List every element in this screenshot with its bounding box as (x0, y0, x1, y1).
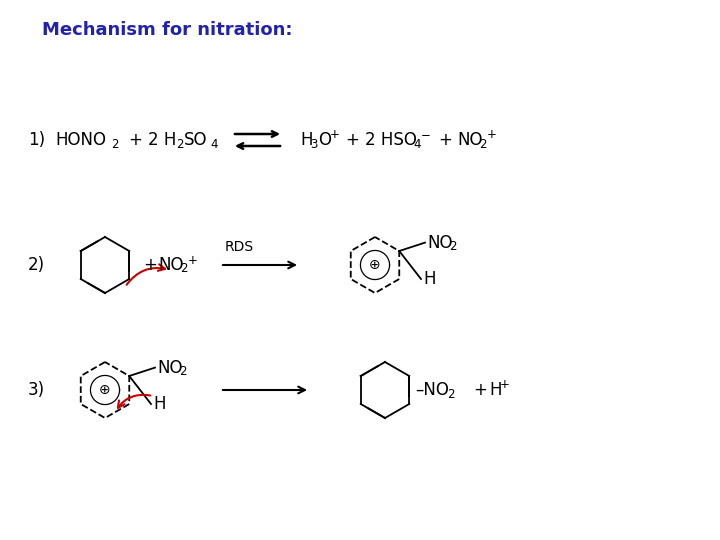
Text: NO: NO (157, 359, 182, 376)
Text: +: + (473, 381, 487, 399)
Text: 2: 2 (176, 138, 184, 151)
Text: O: O (318, 131, 331, 149)
Text: +: + (188, 253, 198, 267)
Text: ⊕: ⊕ (369, 258, 381, 272)
Text: 2: 2 (447, 388, 454, 401)
Text: H: H (423, 270, 436, 288)
Text: –NO: –NO (415, 381, 449, 399)
Text: +: + (500, 379, 510, 392)
Text: Mechanism for nitration:: Mechanism for nitration: (42, 21, 292, 39)
Text: 2: 2 (479, 138, 487, 151)
Text: 2: 2 (449, 240, 456, 253)
Text: 2): 2) (28, 256, 45, 274)
Text: NO: NO (457, 131, 482, 149)
Text: +: + (438, 131, 452, 149)
Text: +: + (330, 129, 340, 141)
Text: H: H (153, 395, 166, 413)
Text: −: − (421, 129, 431, 141)
Text: RDS: RDS (225, 240, 254, 254)
Text: +: + (487, 129, 497, 141)
Text: NO: NO (158, 256, 184, 274)
Text: 2: 2 (111, 138, 119, 151)
Text: 3): 3) (28, 381, 45, 399)
Text: HONO: HONO (55, 131, 106, 149)
Text: 4: 4 (413, 138, 420, 151)
Text: ⊕: ⊕ (99, 383, 111, 397)
Text: 1): 1) (28, 131, 45, 149)
Text: 2: 2 (180, 262, 187, 275)
Text: SO: SO (184, 131, 207, 149)
Text: 2: 2 (179, 365, 186, 378)
Text: +: + (143, 256, 157, 274)
Text: H: H (489, 381, 502, 399)
Text: 2 H: 2 H (148, 131, 176, 149)
Text: 3: 3 (310, 138, 318, 151)
Text: NO: NO (427, 234, 452, 252)
Text: +: + (128, 131, 142, 149)
Text: +: + (345, 131, 359, 149)
Text: 2 HSO: 2 HSO (365, 131, 417, 149)
Text: 4: 4 (210, 138, 217, 151)
Text: H: H (300, 131, 312, 149)
